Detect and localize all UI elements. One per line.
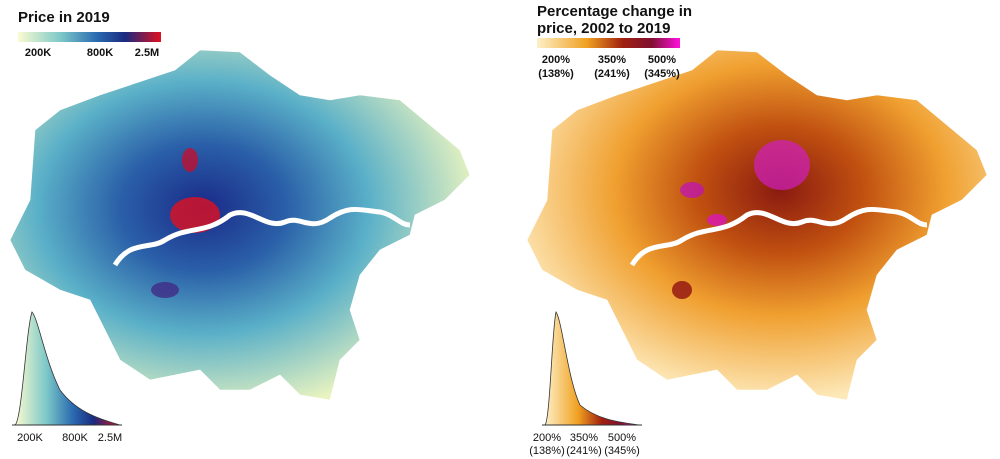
histogram-label: 800K — [62, 432, 88, 444]
histogram-label: (345%) — [604, 445, 639, 457]
histogram-label: (138%) — [529, 445, 564, 457]
legend-label: (138%) — [538, 68, 574, 80]
color-bar — [18, 32, 161, 42]
histogram-label: 500% — [608, 432, 636, 444]
legend-label: (345%) — [644, 68, 680, 80]
histogram-label: 200K — [17, 432, 43, 444]
histogram — [13, 311, 121, 426]
map-hotspot — [170, 197, 220, 233]
histogram-label: 350% — [570, 432, 598, 444]
legend-label: 2.5M — [135, 47, 159, 59]
histogram-label: (241%) — [566, 445, 601, 457]
legend-label: 350% — [598, 54, 626, 66]
map-title: Percentage change in — [537, 3, 692, 20]
legend-label: 200K — [25, 47, 51, 59]
legend-label: (241%) — [594, 68, 630, 80]
map-title: Price in 2019 — [18, 9, 110, 26]
legend-label: 200% — [542, 54, 570, 66]
map-area — [9, 49, 471, 401]
legend-label: 500% — [648, 54, 676, 66]
map-hotspot — [151, 282, 179, 298]
map-hotspot — [754, 140, 810, 190]
histogram-label: 200% — [533, 432, 561, 444]
color-bar — [537, 38, 680, 48]
histogram — [544, 311, 641, 426]
legend-label: 800K — [87, 47, 113, 59]
map-area — [526, 49, 988, 401]
map-hotspot — [707, 214, 727, 226]
right-map: Percentage change in price, 2002 to 2019… — [526, 3, 988, 457]
map-title: price, 2002 to 2019 — [537, 20, 670, 37]
map-hotspot — [672, 281, 692, 299]
left-map: Price in 2019 200K 800K 2.5M 200K 800K 2… — [9, 9, 471, 444]
map-hotspot — [182, 148, 198, 172]
map-hotspot — [680, 182, 704, 198]
histogram-label: 2.5M — [98, 432, 122, 444]
